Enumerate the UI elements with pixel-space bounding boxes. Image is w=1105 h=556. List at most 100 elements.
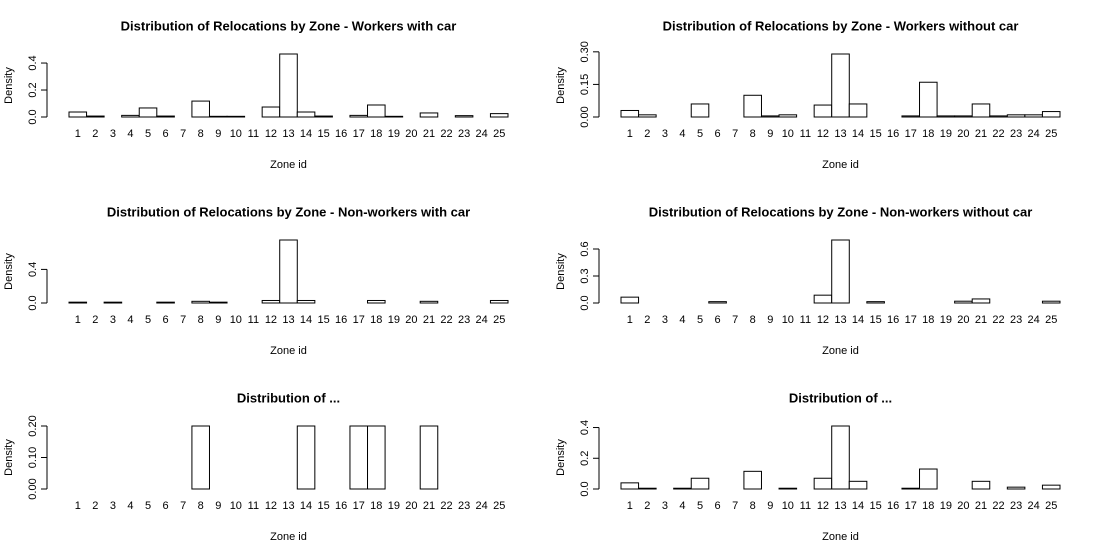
x-tick-label: 16 [887, 500, 899, 512]
x-tick-label: 6 [163, 314, 169, 326]
x-tick-label: 25 [1045, 500, 1057, 512]
x-tick-label: 20 [957, 500, 969, 512]
x-tick-label: 25 [493, 500, 505, 512]
bar [279, 53, 298, 118]
x-tick-label: 23 [1010, 500, 1022, 512]
bar [226, 115, 246, 118]
x-tick-label: 1 [75, 314, 81, 326]
x-tick-label: 7 [180, 314, 186, 326]
bar [971, 103, 991, 118]
x-tick-label: 7 [180, 500, 186, 512]
x-tick-label: 3 [662, 128, 668, 140]
x-tick-label: 22 [992, 314, 1004, 326]
x-tick-label: 8 [750, 128, 756, 140]
x-axis-label: Zone id [822, 531, 859, 543]
x-tick-label: 24 [476, 314, 488, 326]
x-tick-label: 9 [767, 128, 773, 140]
x-tick-label: 14 [300, 314, 312, 326]
x-axis-label: Zone id [822, 345, 859, 357]
x-tick-label: 15 [317, 128, 329, 140]
y-tick-label: 0.6 [579, 241, 591, 256]
x-tick-label: 8 [750, 314, 756, 326]
x-tick-label: 5 [697, 500, 703, 512]
bar [349, 114, 369, 118]
bar [191, 300, 210, 304]
x-tick-label: 15 [869, 314, 881, 326]
x-tick-label: 19 [940, 128, 952, 140]
bar [156, 301, 175, 304]
x-tick-label: 9 [767, 500, 773, 512]
x-tick-label: 7 [732, 314, 738, 326]
x-tick-label: 7 [180, 128, 186, 140]
x-tick-label: 3 [662, 314, 668, 326]
bar [296, 425, 316, 490]
bar [489, 113, 509, 118]
x-tick-label: 17 [353, 128, 365, 140]
x-tick-label: 6 [715, 500, 721, 512]
x-tick-label: 2 [644, 500, 650, 512]
y-tick-label: 0.15 [579, 74, 591, 95]
x-tick-label: 21 [975, 314, 987, 326]
y-tick-label: 0.4 [579, 420, 591, 435]
x-tick-label: 14 [852, 128, 864, 140]
bar [743, 94, 762, 118]
bar [1041, 300, 1061, 304]
x-tick-label: 5 [145, 314, 151, 326]
x-tick-label: 11 [248, 500, 259, 512]
x-tick-label: 7 [732, 128, 738, 140]
x-tick-label: 20 [957, 128, 969, 140]
x-tick-label: 5 [697, 128, 703, 140]
x-tick-label: 17 [353, 314, 365, 326]
x-tick-label: 1 [627, 128, 633, 140]
x-tick-label: 16 [887, 314, 899, 326]
x-tick-label: 24 [476, 500, 488, 512]
x-axis-label: Zone id [270, 159, 307, 171]
y-tick-label: 0.4 [27, 262, 39, 277]
x-tick-label: 19 [388, 500, 400, 512]
y-tick-label: 0.20 [27, 415, 39, 436]
x-tick-label: 11 [800, 500, 811, 512]
x-tick-label: 1 [627, 500, 633, 512]
chart-panel: Distribution of Relocations by Zone - Wo… [555, 18, 1061, 171]
bar [68, 301, 88, 304]
bar [901, 487, 921, 490]
chart-title: Distribution of Relocations by Zone - No… [107, 204, 470, 219]
x-tick-label: 17 [905, 314, 917, 326]
bar [1006, 114, 1026, 118]
bar [296, 299, 316, 304]
bar [191, 100, 210, 118]
x-tick-label: 23 [1010, 128, 1022, 140]
bar [208, 301, 228, 304]
bar [68, 111, 88, 118]
x-tick-label: 4 [679, 128, 685, 140]
x-tick-label: 9 [215, 314, 221, 326]
x-tick-label: 22 [440, 500, 452, 512]
x-tick-label: 18 [370, 128, 382, 140]
chart-title: Distribution of Relocations by Zone - No… [649, 204, 1033, 219]
bar [261, 299, 281, 304]
x-tick-label: 2 [92, 500, 98, 512]
y-axis-label: Density [555, 439, 567, 476]
bar [638, 114, 657, 118]
x-tick-label: 12 [817, 128, 829, 140]
x-tick-label: 19 [940, 314, 952, 326]
x-tick-label: 11 [800, 128, 811, 140]
y-tick-label: 0.3 [579, 268, 591, 283]
x-tick-label: 18 [922, 314, 934, 326]
x-tick-label: 18 [370, 314, 382, 326]
bar [191, 425, 210, 490]
x-tick-label: 10 [230, 314, 242, 326]
chart-panel: Distribution of Relocations by Zone - No… [555, 204, 1061, 357]
bar [620, 296, 640, 304]
bar [384, 115, 404, 118]
bar [314, 115, 333, 118]
chart-title: Distribution of ... [789, 390, 892, 405]
x-tick-label: 13 [282, 500, 294, 512]
x-tick-label: 3 [662, 500, 668, 512]
bar [848, 103, 868, 118]
bar [296, 111, 316, 118]
bar [1041, 111, 1061, 118]
x-tick-label: 13 [834, 314, 846, 326]
x-tick-label: 10 [230, 128, 242, 140]
bar [919, 81, 938, 118]
